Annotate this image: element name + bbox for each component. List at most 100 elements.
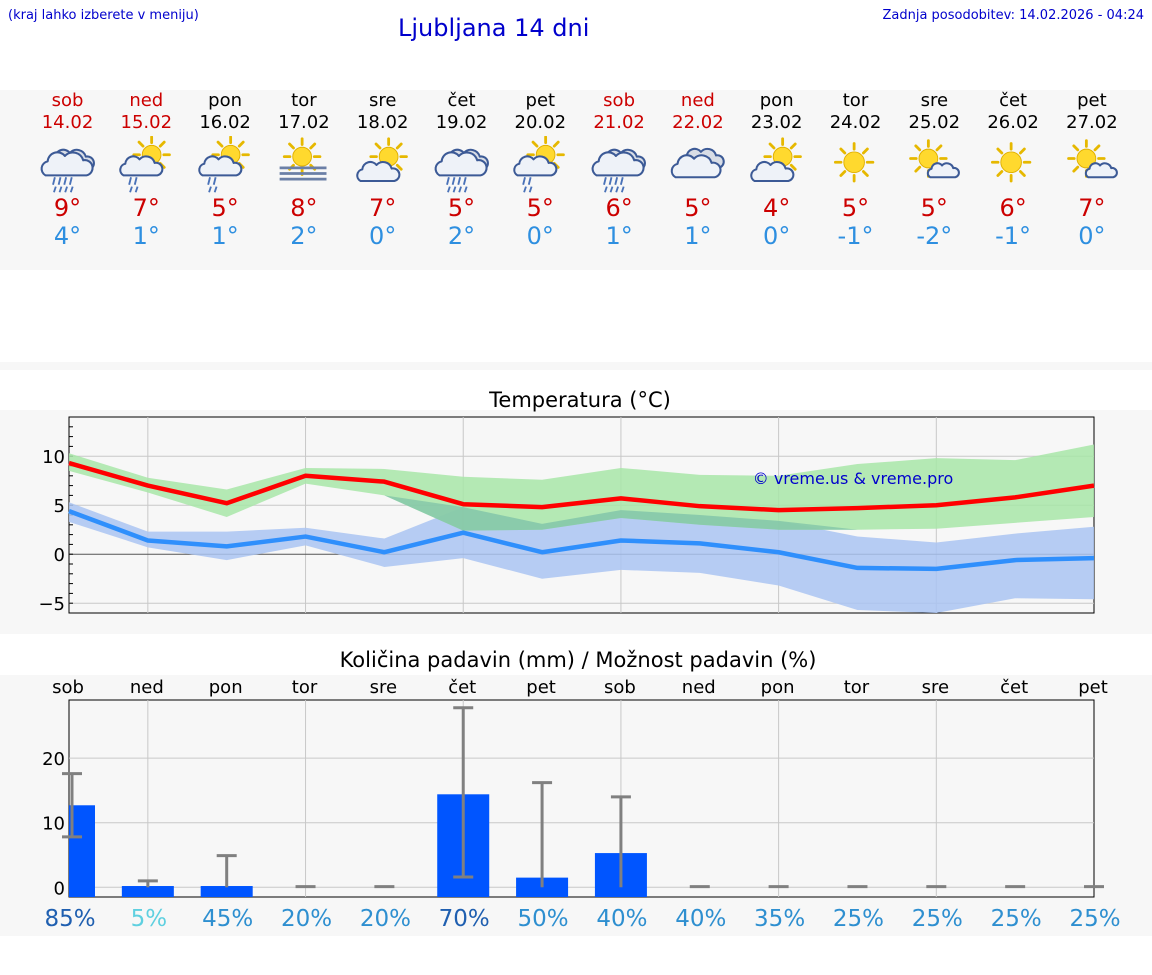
rain-chart-title: Količina padavin (mm) / Možnost padavin … [340, 648, 817, 672]
temp-min: 0° [763, 222, 791, 250]
y-tick-label: 0 [54, 878, 65, 899]
temp-min: 1° [684, 222, 712, 250]
forecast-day: sob 21.02 6° 1° [580, 90, 659, 250]
y-tick-label: 20 [42, 749, 65, 770]
forecast-day: pon 23.02 4° 0° [737, 90, 816, 250]
temp-chart-title: Temperatura (°C) [488, 388, 671, 412]
rain-probability: 45% [202, 906, 253, 932]
temp-min: -1° [995, 222, 1032, 250]
y-tick-label: 10 [42, 447, 65, 468]
sun-cloud-icon [749, 137, 802, 183]
temp-min: 0° [526, 222, 554, 250]
sun-small-cloud-icon [909, 139, 961, 179]
temp-min: 1° [605, 222, 633, 250]
day-name: sob [603, 90, 635, 111]
y-tick-label: 5 [54, 496, 65, 517]
temp-min: 4° [53, 222, 82, 250]
temp-min: 2° [290, 222, 318, 250]
watermark: © vreme.us & vreme.pro [753, 469, 954, 488]
temp-min: 2° [447, 222, 476, 250]
rain-cloud-icon [40, 148, 95, 193]
cloud-icon [670, 147, 725, 179]
temp-max: 4° [763, 194, 791, 222]
day-date: 23.02 [750, 112, 803, 133]
day-name: pon [208, 90, 243, 111]
temp-max: 6° [605, 194, 633, 222]
temp-max: 5° [447, 194, 476, 222]
temp-min: 1° [211, 222, 239, 250]
temp-max: 5° [841, 194, 870, 222]
x-tick-label: tor [844, 677, 870, 698]
sun-icon [991, 142, 1032, 183]
sun-cloud-rain-icon [513, 136, 566, 193]
day-name: ned [680, 90, 715, 111]
x-tick-label: čet [448, 677, 476, 698]
forecast-day: tor 24.02 5° -1° [816, 90, 895, 250]
forecast-day: ned 22.02 5° 1° [658, 90, 737, 250]
sun-cloud-rain-icon [198, 136, 250, 193]
day-date: 26.02 [987, 112, 1039, 133]
rain-probability: 35% [754, 906, 805, 932]
forecast-day: sre 25.02 5° -2° [895, 90, 974, 250]
day-date: 25.02 [908, 112, 961, 133]
rain-probability: 20% [360, 906, 411, 932]
forecast-day: čet 26.02 6° -1° [974, 90, 1053, 250]
temp-max: 5° [920, 194, 948, 222]
rain-probability: 85% [44, 906, 95, 932]
sun-icon [833, 142, 874, 183]
day-date: 20.02 [514, 112, 567, 133]
x-tick-label: pon [209, 677, 243, 698]
y-tick-label: −5 [38, 594, 65, 615]
rain-probability: 25% [1069, 906, 1120, 932]
sun-fog-icon [279, 137, 327, 181]
day-date: 22.02 [672, 112, 724, 133]
overlap-band [69, 470, 1094, 531]
x-tick-label: sob [52, 677, 84, 698]
day-date: 16.02 [199, 112, 251, 133]
forecast-day: pon 16.02 5° 1° [186, 90, 265, 250]
x-tick-label: sre [922, 677, 949, 698]
min-temp-band [69, 502, 1094, 613]
temp-max: 7° [132, 194, 160, 222]
rain-cloud-icon [591, 148, 647, 193]
x-tick-label: sob [604, 677, 636, 698]
temp-max: 9° [53, 194, 82, 222]
day-name: čet [999, 90, 1028, 111]
day-date: 19.02 [435, 112, 488, 133]
x-tick-label: tor [292, 677, 318, 698]
day-name: sre [920, 90, 949, 111]
rain-probability: 25% [912, 906, 963, 932]
rain-probability: 40% [675, 906, 726, 932]
page-title: Ljubljana 14 dni [398, 14, 590, 42]
last-update: Zadnja posodobitev: 14.02.2026 - 04:24 [882, 8, 1144, 23]
day-name: čet [447, 90, 476, 111]
day-name: tor [842, 90, 869, 111]
forecast-strip: sob 14.02 9° 4° ned 15.02 7° 1° pon 16.02 5° 1° tor 1… [0, 90, 1152, 270]
temp-min: -1° [837, 222, 874, 250]
x-tick-label: pet [526, 677, 556, 698]
temp-max: 6° [999, 194, 1027, 222]
temp-max: 5° [526, 194, 554, 222]
rain-probability: 25% [991, 906, 1042, 932]
rain-probability: 70% [439, 906, 490, 932]
rain-probability: 50% [518, 906, 569, 932]
temp-max: 7° [1078, 194, 1106, 222]
day-date: 15.02 [120, 112, 173, 133]
temperature-chart: Temperatura (°C) 10 5 0 −5 © vreme.us & vreme… [0, 370, 1152, 615]
day-date: 14.02 [41, 112, 94, 133]
rain-bar [121, 886, 174, 897]
x-tick-label: sre [370, 677, 397, 698]
rain-cloud-icon [434, 148, 489, 193]
max-temp-line [68, 460, 1095, 513]
temp-min: 0° [1078, 222, 1106, 250]
y-tick-label: 10 [42, 814, 65, 835]
precipitation-chart: Količina padavin (mm) / Možnost padavin … [0, 648, 1152, 936]
forecast-day: pet 20.02 5° 0° [501, 90, 580, 250]
temp-max: 5° [684, 194, 712, 222]
rain-bar [200, 886, 253, 897]
x-tick-label: pet [1078, 677, 1108, 698]
y-tick-label: 0 [54, 545, 65, 566]
temp-min: -2° [916, 222, 953, 250]
precipitation-panel: Količina padavin (mm) / Možnost padavin … [0, 634, 1152, 936]
temp-max: 7° [369, 194, 397, 222]
